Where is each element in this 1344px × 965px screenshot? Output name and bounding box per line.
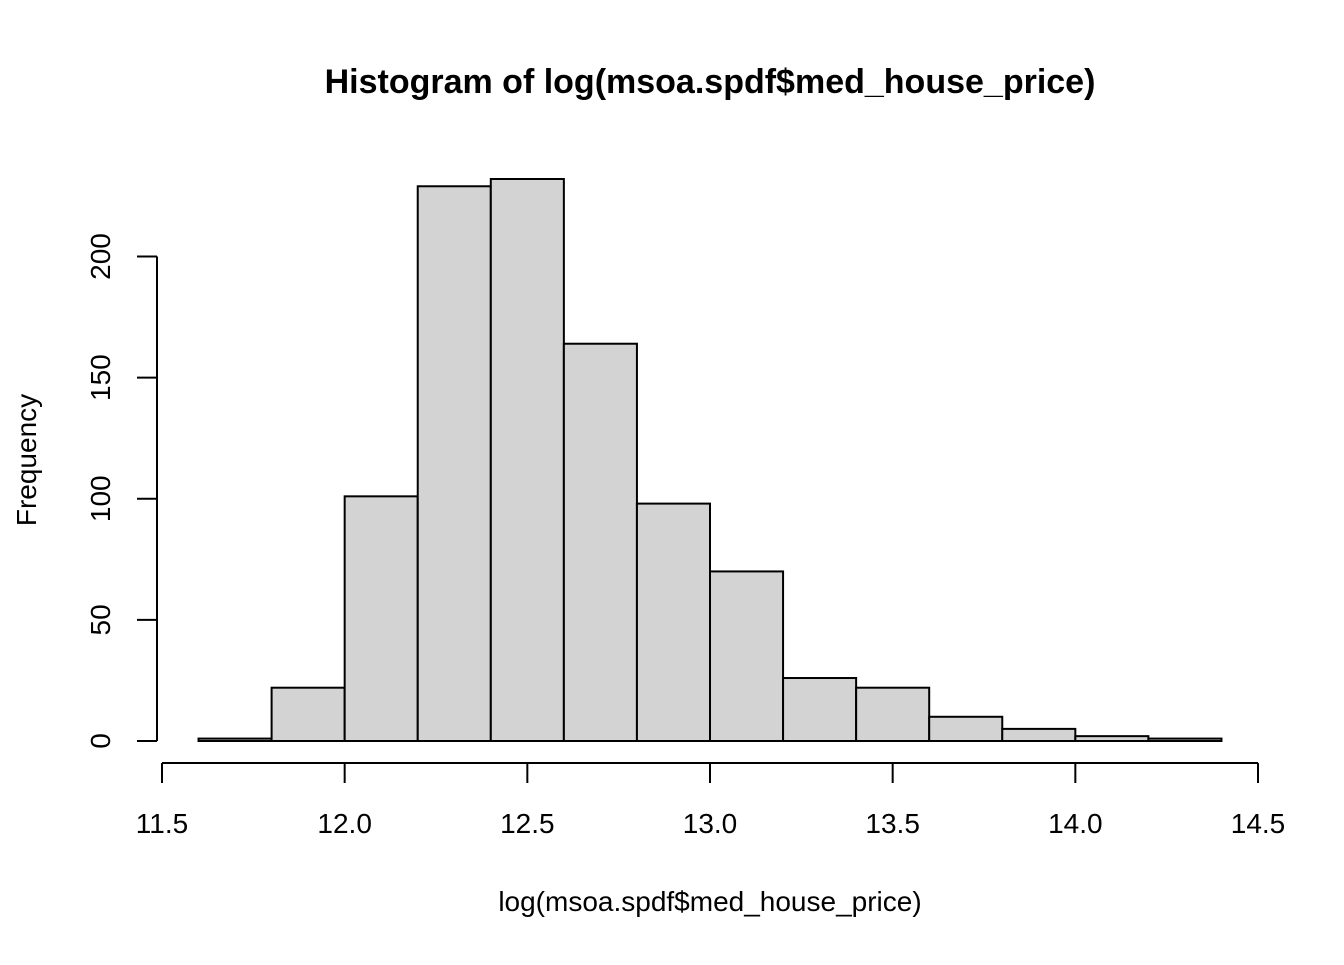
histogram-bar (855, 686, 931, 743)
y-tick-label: 200 (85, 233, 116, 280)
x-tick-label: 12.5 (500, 808, 555, 839)
y-axis: 0 50 100 150 200 (85, 233, 158, 749)
y-tick-label: 150 (85, 354, 116, 401)
histogram-bar (489, 178, 565, 742)
y-tick-label: 100 (85, 475, 116, 522)
histogram-bar (1147, 737, 1223, 742)
x-tick-label: 13.0 (683, 808, 738, 839)
bars-group (197, 178, 1223, 743)
histogram-bar (197, 737, 273, 742)
y-tick-label: 50 (85, 604, 116, 635)
chart-title: Histogram of log(msoa.spdf$med_house_pri… (325, 63, 1096, 101)
histogram-bar (416, 185, 492, 743)
histogram-bar (709, 570, 785, 742)
histogram-bar (1001, 727, 1077, 743)
x-tick-label: 13.5 (865, 808, 920, 839)
x-axis: 11.5 12.0 12.5 13.0 13.5 14.0 14.5 (136, 762, 1286, 839)
x-tick-label: 14.5 (1231, 808, 1286, 839)
y-axis-label: Frequency (11, 394, 42, 526)
y-tick-label: 0 (85, 733, 116, 749)
histogram-bar (270, 686, 346, 743)
histogram-bar (1074, 735, 1150, 742)
histogram-bar (928, 715, 1004, 743)
histogram-bar (782, 677, 858, 742)
histogram-bar (635, 502, 712, 742)
histogram-bar (343, 495, 419, 742)
histogram-bar (562, 342, 638, 742)
x-tick-label: 11.5 (136, 808, 188, 839)
x-axis-label: log(msoa.spdf$med_house_price) (498, 886, 921, 917)
x-tick-label: 14.0 (1048, 808, 1103, 839)
x-tick-label: 12.0 (317, 808, 372, 839)
